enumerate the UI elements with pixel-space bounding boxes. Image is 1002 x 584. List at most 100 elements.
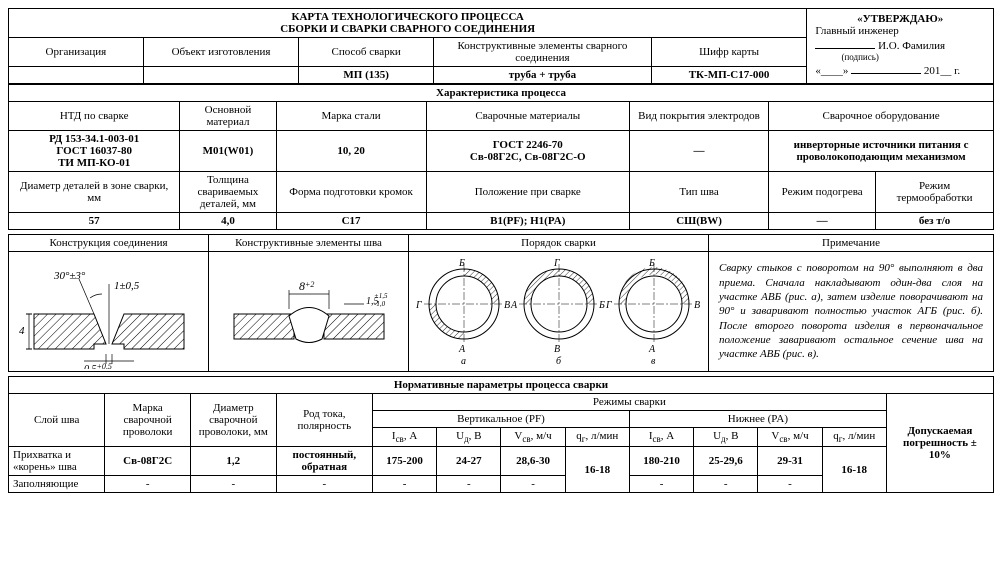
header-table: КАРТА ТЕХНОЛОГИЧЕСКОГО ПРОЦЕССА СБОРКИ И… [8, 8, 994, 84]
svg-text:Г: Г [605, 300, 612, 311]
org-v [9, 67, 144, 84]
svg-text:В: В [504, 300, 510, 311]
year-suffix: 201__ г. [924, 65, 960, 77]
order-diagram: Б А Г В а Г В А Б б [409, 252, 709, 372]
r0-wdiam: 1,2 [190, 447, 276, 476]
approve-role: Главный инженер [815, 25, 985, 37]
diam-v: 57 [9, 213, 180, 230]
mat-v: М01(W01) [180, 131, 276, 172]
low-h: Нижнее (PA) [629, 411, 886, 428]
svg-text:б: б [556, 356, 562, 367]
pf-isv: Iсв, А [372, 428, 436, 447]
prep-h: Форма подготовки кромок [276, 172, 426, 213]
sign-line [815, 37, 875, 49]
modes-h: Режимы сварки [372, 394, 886, 411]
section1-table: Характеристика процесса НТД по сварке Ос… [8, 84, 994, 230]
prep-v: С17 [276, 213, 426, 230]
svg-text:А: А [648, 344, 656, 355]
cipher-v: ТК-МП-С17-000 [651, 67, 807, 84]
ntd-v: РД 153-34.1-003-01 ГОСТ 16037-80 ТИ МП-К… [9, 131, 180, 172]
steel-v: 10, 20 [276, 131, 426, 172]
obj-h: Объект изготовления [143, 38, 299, 67]
joint-diagram: 30°±3° 1±0,5 4 0,5+0,5 [9, 252, 209, 372]
svg-text:А: А [510, 300, 518, 311]
heattreat-v: без т/о [876, 213, 994, 230]
weldmat-h: Сварочные материалы [426, 102, 629, 131]
svg-text:4: 4 [19, 325, 25, 337]
table-row: Прихватка и «корень» шва Св-08Г2С 1,2 по… [9, 447, 994, 476]
pf-qg: qг, л/мин [565, 428, 629, 447]
vert-h: Вертикальное (PF) [372, 411, 629, 428]
method-h: Способ сварки [299, 38, 434, 67]
svg-text:Г: Г [553, 258, 560, 269]
obj-v [143, 67, 299, 84]
pa-vsv: Vсв, м/ч [758, 428, 822, 447]
r0-wire: Св-08Г2С [105, 447, 191, 476]
svg-text:30°±3°: 30°±3° [53, 270, 86, 282]
pf-ud: Uд, В [437, 428, 501, 447]
params-table: Нормативные параметры процесса сварки Сл… [8, 376, 994, 493]
title1: КАРТА ТЕХНОЛОГИЧЕСКОГО ПРОЦЕССА [291, 11, 523, 23]
svg-text:8+2: 8+2 [299, 279, 314, 293]
diam-h: Диаметр деталей в зоне сварки, мм [9, 172, 180, 213]
pa-ud: Uд, В [694, 428, 758, 447]
svg-text:1±0,5: 1±0,5 [114, 280, 140, 292]
equip-v: инверторные источники питания с проволок… [769, 131, 994, 172]
note-text: Сварку стыков с поворотом на 90° выполня… [709, 252, 994, 372]
svg-text:в: в [651, 356, 656, 367]
steel-h: Марка стали [276, 102, 426, 131]
svg-text:+1,5: +1,5 [374, 292, 388, 300]
wdiam-h: Диаметр сварочной проволоки, мм [190, 394, 276, 447]
svg-text:-1,0: -1,0 [374, 300, 386, 308]
svg-text:Б: Б [458, 258, 465, 269]
current-h: Род тока, полярность [276, 394, 372, 447]
heattreat-h: Режим термообработки [876, 172, 994, 213]
pa-qg: qг, л/мин [822, 428, 886, 447]
seam-h: Тип шва [629, 172, 768, 213]
diag2-h: Конструктивные элементы шва [209, 235, 409, 252]
thick-h: Толщина свариваемых деталей, мм [180, 172, 276, 213]
svg-text:В: В [554, 344, 560, 355]
r0-layer: Прихватка и «корень» шва [9, 447, 105, 476]
mat-h: Основной материал [180, 102, 276, 131]
diag4-h: Примечание [709, 235, 994, 252]
pos-v: В1(PF); Н1(PA) [426, 213, 629, 230]
preheat-h: Режим подогрева [769, 172, 876, 213]
svg-text:Б: Б [648, 258, 655, 269]
date-prefix: «____» [815, 65, 848, 77]
diag3-h: Порядок сварки [409, 235, 709, 252]
pos-h: Положение при сварке [426, 172, 629, 213]
sec2-title: Нормативные параметры процесса сварки [9, 377, 994, 394]
seam-v: СШ(BW) [629, 213, 768, 230]
elements-v: труба + труба [434, 67, 652, 84]
method-v: МП (135) [299, 67, 434, 84]
pa-isv: Iсв, А [629, 428, 693, 447]
diagrams-table: Конструкция соединения Конструктивные эл… [8, 234, 994, 372]
coat-v: — [629, 131, 768, 172]
approve-fio: И.О. Фамилия [878, 40, 945, 52]
diag1-h: Конструкция соединения [9, 235, 209, 252]
sec1-title: Характеристика процесса [9, 85, 994, 102]
wire-h: Марка сварочной проволоки [105, 394, 191, 447]
coat-h: Вид покрытия электродов [629, 102, 768, 131]
elements-h: Конструктивные элементы сварного соедине… [434, 38, 652, 67]
thick-v: 4,0 [180, 213, 276, 230]
preheat-v: — [769, 213, 876, 230]
svg-text:Б: Б [598, 300, 605, 311]
svg-text:0,5+0,5: 0,5+0,5 [84, 362, 112, 369]
org-h: Организация [9, 38, 144, 67]
equip-h: Сварочное оборудование [769, 102, 994, 131]
svg-text:а: а [461, 356, 466, 367]
r1-layer: Заполняющие [9, 476, 105, 493]
tol-h: Допускаемая погрешность ± 10% [886, 394, 993, 493]
ntd-h: НТД по сварке [9, 102, 180, 131]
svg-text:В: В [694, 300, 700, 311]
pf-vsv: Vсв, м/ч [501, 428, 565, 447]
title2: СБОРКИ И СВАРКИ СВАРНОГО СОЕДИНЕНИЯ [280, 23, 535, 35]
weld-diagram: 8+2 1,5 +1,5 -1,0 [209, 252, 409, 372]
cipher-h: Шифр карты [651, 38, 807, 67]
svg-text:Г: Г [415, 300, 422, 311]
svg-text:А: А [458, 344, 466, 355]
approve-header: «УТВЕРЖДАЮ» [815, 13, 985, 25]
layer-h: Слой шва [9, 394, 105, 447]
